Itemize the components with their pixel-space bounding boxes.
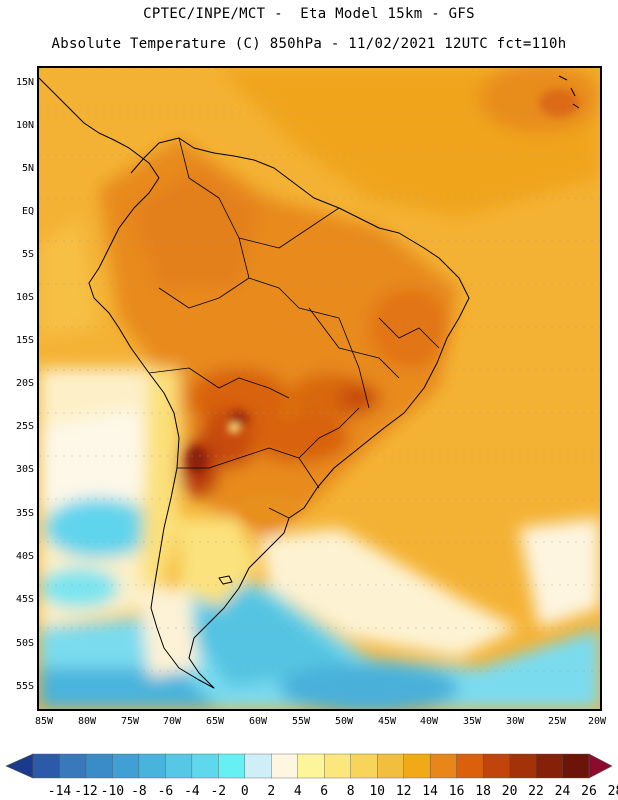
colorbar-tick-label: 0 xyxy=(240,784,249,799)
colorbar-bin xyxy=(324,753,352,779)
colorbar-bin xyxy=(509,753,537,779)
lat-label-25s: 25S xyxy=(15,421,34,432)
colorbar-tick-label: 18 xyxy=(475,784,491,799)
colorbar-tick-label: 24 xyxy=(554,784,571,799)
lon-label-85w: 85W xyxy=(34,716,54,727)
lon-label-75w: 75W xyxy=(120,716,140,727)
temperature-map[interactable] xyxy=(37,66,602,711)
lat-label-55s: 55S xyxy=(15,681,34,692)
colorbar-tick-label: -8 xyxy=(131,784,147,799)
colorbar-tick-label: 14 xyxy=(422,784,438,799)
lat-lon-grid xyxy=(39,68,600,709)
colorbar-tick-label: 2 xyxy=(267,784,276,799)
lat-label-50s: 50S xyxy=(15,638,34,649)
colorbar-tick-label: 12 xyxy=(395,784,412,799)
colorbar-bin xyxy=(244,753,272,779)
colorbar-tick-label: 8 xyxy=(346,784,355,799)
lat-label-5n: 5N xyxy=(21,163,34,174)
temperature-colorbar xyxy=(5,753,613,779)
colorbar-bin xyxy=(350,753,378,779)
lon-label-65w: 65W xyxy=(205,716,225,727)
colorbar-bin xyxy=(165,753,193,779)
lat-label-45s: 45S xyxy=(15,594,34,605)
lon-label-70w: 70W xyxy=(162,716,182,727)
colorbar-tick-label: -6 xyxy=(157,784,174,799)
lat-label-10s: 10S xyxy=(15,292,34,303)
lon-label-35w: 35W xyxy=(462,716,482,727)
colorbar-tick-label: -2 xyxy=(210,784,227,799)
colorbar-bin xyxy=(271,753,299,779)
coastlines xyxy=(39,75,580,689)
lat-label-35s: 35S xyxy=(15,508,34,519)
colorbar-bin xyxy=(456,753,484,779)
colorbar-bin xyxy=(482,753,511,779)
lon-label-50w: 50W xyxy=(334,716,354,727)
colorbar-bin xyxy=(535,753,564,779)
lat-label-15n: 15N xyxy=(15,77,34,88)
colorbar-tick-label: 4 xyxy=(293,784,302,799)
colorbar-end-low xyxy=(5,753,34,779)
map-title-line-2: Absolute Temperature (C) 850hPa - 11/02/… xyxy=(51,36,567,52)
lon-label-20w: 20W xyxy=(587,716,607,727)
lon-label-80w: 80W xyxy=(77,716,97,727)
lon-label-45w: 45W xyxy=(377,716,397,727)
colorbar-tick-label: 10 xyxy=(369,784,386,799)
colorbar-bin xyxy=(297,753,325,779)
colorbar-tick-label: -12 xyxy=(74,784,98,799)
colorbar-tick-label: -14 xyxy=(47,784,72,799)
lat-label-40s: 40S xyxy=(15,551,34,562)
lat-label-15s: 15S xyxy=(15,335,34,346)
colorbar-end-high xyxy=(588,753,613,779)
colorbar-bin xyxy=(191,753,219,779)
colorbar-bin xyxy=(403,753,431,779)
colorbar-tick-label: -10 xyxy=(100,784,125,799)
lon-label-25w: 25W xyxy=(547,716,567,727)
lat-label-10n: 10N xyxy=(15,120,34,131)
map-canvas xyxy=(39,68,600,709)
colorbar-bin xyxy=(376,753,405,779)
colorbar-tick-label: 16 xyxy=(448,784,465,799)
colorbar-bin xyxy=(112,753,140,779)
colorbar-bin xyxy=(32,753,60,779)
lon-label-60w: 60W xyxy=(248,716,268,727)
lat-label-eq: EQ xyxy=(21,206,34,217)
colorbar-bin xyxy=(562,753,590,779)
colorbar-bin xyxy=(218,753,246,779)
colorbar-bin xyxy=(85,753,113,779)
colorbar-tick-label: 28 xyxy=(607,784,618,799)
colorbar-tick-label: 6 xyxy=(320,784,329,799)
colorbar-bin xyxy=(429,753,458,779)
colorbar-tick-label: 20 xyxy=(501,784,518,799)
colorbar-tick-label: -4 xyxy=(184,784,200,799)
map-title-line-1: CPTEC/INPE/MCT - Eta Model 15km - GFS xyxy=(143,6,475,22)
lon-label-55w: 55W xyxy=(291,716,311,727)
lat-label-5s: 5S xyxy=(21,249,34,260)
colorbar-bin xyxy=(138,753,166,779)
lat-label-20s: 20S xyxy=(15,378,34,389)
lat-label-30s: 30S xyxy=(15,464,34,475)
colorbar-bin xyxy=(59,753,87,779)
colorbar-tick-label: 22 xyxy=(528,784,544,799)
lon-label-40w: 40W xyxy=(419,716,439,727)
colorbar-tick-label: 26 xyxy=(581,784,597,799)
lon-label-30w: 30W xyxy=(505,716,525,727)
